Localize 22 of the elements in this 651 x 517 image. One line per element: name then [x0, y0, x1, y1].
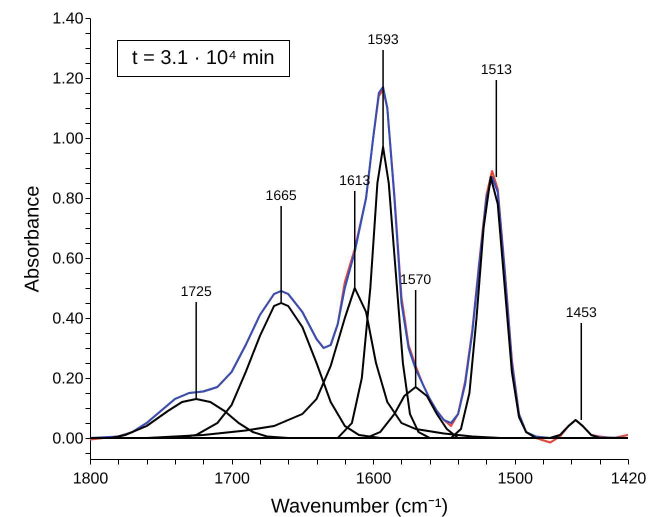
- y-tick-label: 0.20: [52, 370, 84, 388]
- annotation: 1725: [180, 283, 212, 299]
- y-tick-label: 1.20: [52, 70, 84, 88]
- annotation: 1570: [400, 271, 432, 287]
- x-tick-label: 1600: [356, 470, 392, 488]
- y-tick-label: 1.40: [52, 10, 84, 28]
- annotation: 1593: [367, 31, 399, 47]
- y-tick-label: 0.40: [52, 310, 84, 328]
- x-tick-label: 1500: [497, 470, 534, 488]
- y-tick-label: 1.00: [52, 130, 84, 148]
- x-tick-label: 1800: [72, 470, 108, 488]
- annotation: 1665: [266, 187, 297, 203]
- text-box: t = 3.1 · 10⁴ min: [117, 40, 290, 77]
- x-tick-label: 1420: [610, 470, 646, 488]
- annotation: 1513: [480, 61, 512, 77]
- y-axis-title: Absorbance: [21, 186, 44, 292]
- x-tick-label: 1700: [214, 470, 250, 488]
- y-tick-label: 0.80: [52, 190, 84, 208]
- y-tick-label: 0.00: [52, 430, 84, 448]
- y-tick-label: 0.60: [52, 250, 84, 268]
- x-axis-title: Wavenumber (cm⁻¹): [270, 496, 448, 517]
- annotation: 1453: [566, 304, 598, 320]
